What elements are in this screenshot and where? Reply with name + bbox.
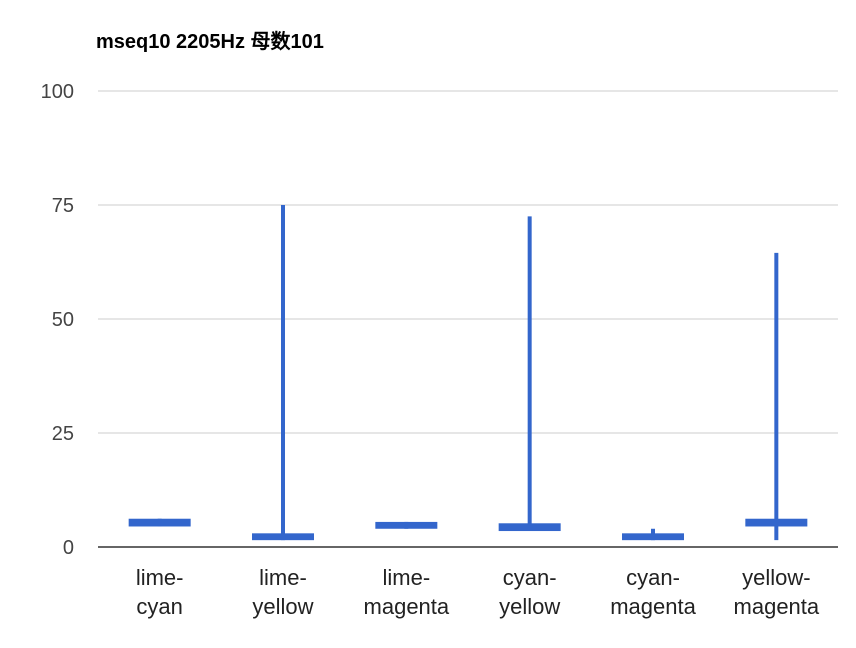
candle (375, 521, 438, 529)
candles (128, 205, 808, 541)
x-category-label-line1: lime- (382, 565, 430, 590)
candle-body (622, 533, 684, 541)
x-category-label-line2: magenta (734, 594, 820, 619)
x-category-label-line1: cyan- (626, 565, 680, 590)
y-tick-label: 50 (52, 309, 74, 331)
candle (745, 252, 808, 541)
y-tick-label: 75 (52, 195, 74, 217)
x-category-label-line2: magenta (610, 594, 696, 619)
candle (498, 216, 561, 532)
candle-body (252, 533, 314, 541)
x-category-label-line2: yellow (499, 594, 560, 619)
y-tick-label: 25 (52, 423, 74, 445)
chart-title: mseq10 2205Hz 母数101 (96, 29, 324, 53)
x-category-label-line2: yellow (252, 594, 313, 619)
x-category-label-line1: lime- (136, 565, 184, 590)
candle (622, 528, 684, 541)
candle-body (498, 523, 561, 532)
candle-body (745, 518, 808, 527)
x-category-label-line1: lime- (259, 565, 307, 590)
y-axis-ticks: 0 25 50 75 100 (41, 81, 74, 559)
y-tick-label: 0 (63, 537, 74, 559)
x-category-label-line1: cyan- (503, 565, 557, 590)
x-category-label-line2: cyan (136, 594, 182, 619)
x-category-label-line1: yellow- (742, 565, 810, 590)
x-category-label-line2: magenta (364, 594, 450, 619)
x-axis-categories: lime-cyan lime-yellow lime-magenta cyan-yel… (136, 565, 820, 619)
candle (128, 518, 191, 527)
candle-body (375, 521, 438, 529)
candle-body (128, 518, 191, 527)
gridlines (98, 90, 838, 434)
candle (252, 205, 314, 541)
y-tick-label: 100 (41, 81, 74, 103)
